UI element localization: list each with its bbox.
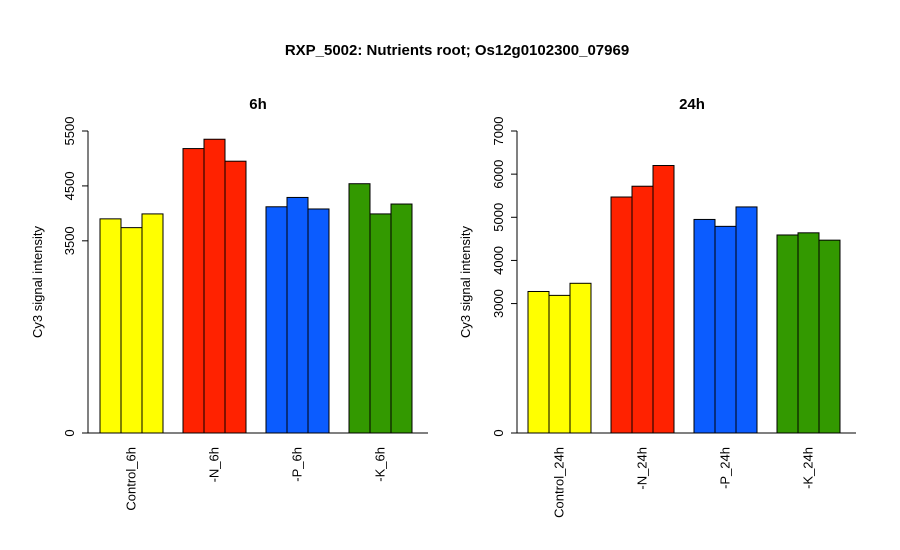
bar--N_6h-1 [182, 148, 205, 434]
y-tick-label: 0 [491, 429, 506, 436]
y-tick-label: 5500 [62, 117, 77, 146]
bar--K_6h-2 [369, 213, 392, 434]
category-label: -P_24h [718, 447, 733, 489]
y-axis-label-6h: Cy3 signal intensity [30, 226, 45, 338]
category-label: -N_24h [635, 447, 650, 490]
category-label: -K_24h [801, 447, 816, 489]
bar--P_6h-1 [265, 206, 288, 434]
y-tick-label: 0 [62, 429, 77, 436]
bar-Control_6h-1 [99, 218, 122, 434]
panel-title-6h: 6h [249, 96, 267, 113]
bar--K_6h-3 [390, 203, 413, 434]
panel-6h: 6h Cy3 signal intensity 0 3500 4500 5500 Con… [30, 96, 428, 511]
category-label: -N_6h [207, 447, 222, 482]
bar--P_6h-3 [307, 208, 330, 434]
bar--K_24h-3 [818, 239, 841, 434]
bar-Control_24h-2 [548, 294, 571, 434]
bar--N_6h-2 [203, 138, 226, 434]
bar-Control_6h-2 [120, 227, 143, 434]
bar--N_6h-3 [224, 160, 247, 434]
bar--N_24h-2 [631, 185, 654, 434]
bar--P_24h-3 [735, 206, 758, 434]
category-label: Control_6h [124, 447, 139, 511]
y-tick-label: 4000 [491, 246, 506, 275]
y-tick-label: 7000 [491, 117, 506, 146]
chart-main-title: RXP_5002: Nutrients root; Os12g0102300_0… [285, 42, 629, 59]
panel-24h: 24h Cy3 signal intensity 0 3000 4000 5000 60… [458, 96, 856, 518]
y-tick-label: 3000 [491, 289, 506, 318]
bar-Control_24h-1 [527, 290, 550, 434]
y-tick-label: 5000 [491, 203, 506, 232]
bar--K_24h-2 [797, 232, 820, 434]
y-tick-label: 6000 [491, 160, 506, 189]
y-axis-label-24h: Cy3 signal intensity [458, 226, 473, 338]
bar--P_24h-1 [693, 218, 716, 434]
bar--P_24h-2 [714, 225, 737, 434]
bar--N_24h-1 [610, 196, 633, 434]
category-label: Control_24h [552, 447, 567, 518]
bar--N_24h-3 [652, 165, 675, 434]
category-label: -K_6h [373, 447, 388, 482]
bar-Control_24h-3 [569, 282, 592, 434]
y-tick-label: 4500 [62, 171, 77, 200]
bar--K_24h-1 [776, 234, 799, 434]
bar-Control_6h-3 [141, 213, 164, 434]
y-tick-label: 3500 [62, 226, 77, 255]
bar--K_6h-1 [348, 183, 371, 434]
panel-title-24h: 24h [679, 96, 705, 113]
category-label: -P_6h [290, 447, 305, 482]
bar--P_6h-2 [286, 196, 309, 434]
